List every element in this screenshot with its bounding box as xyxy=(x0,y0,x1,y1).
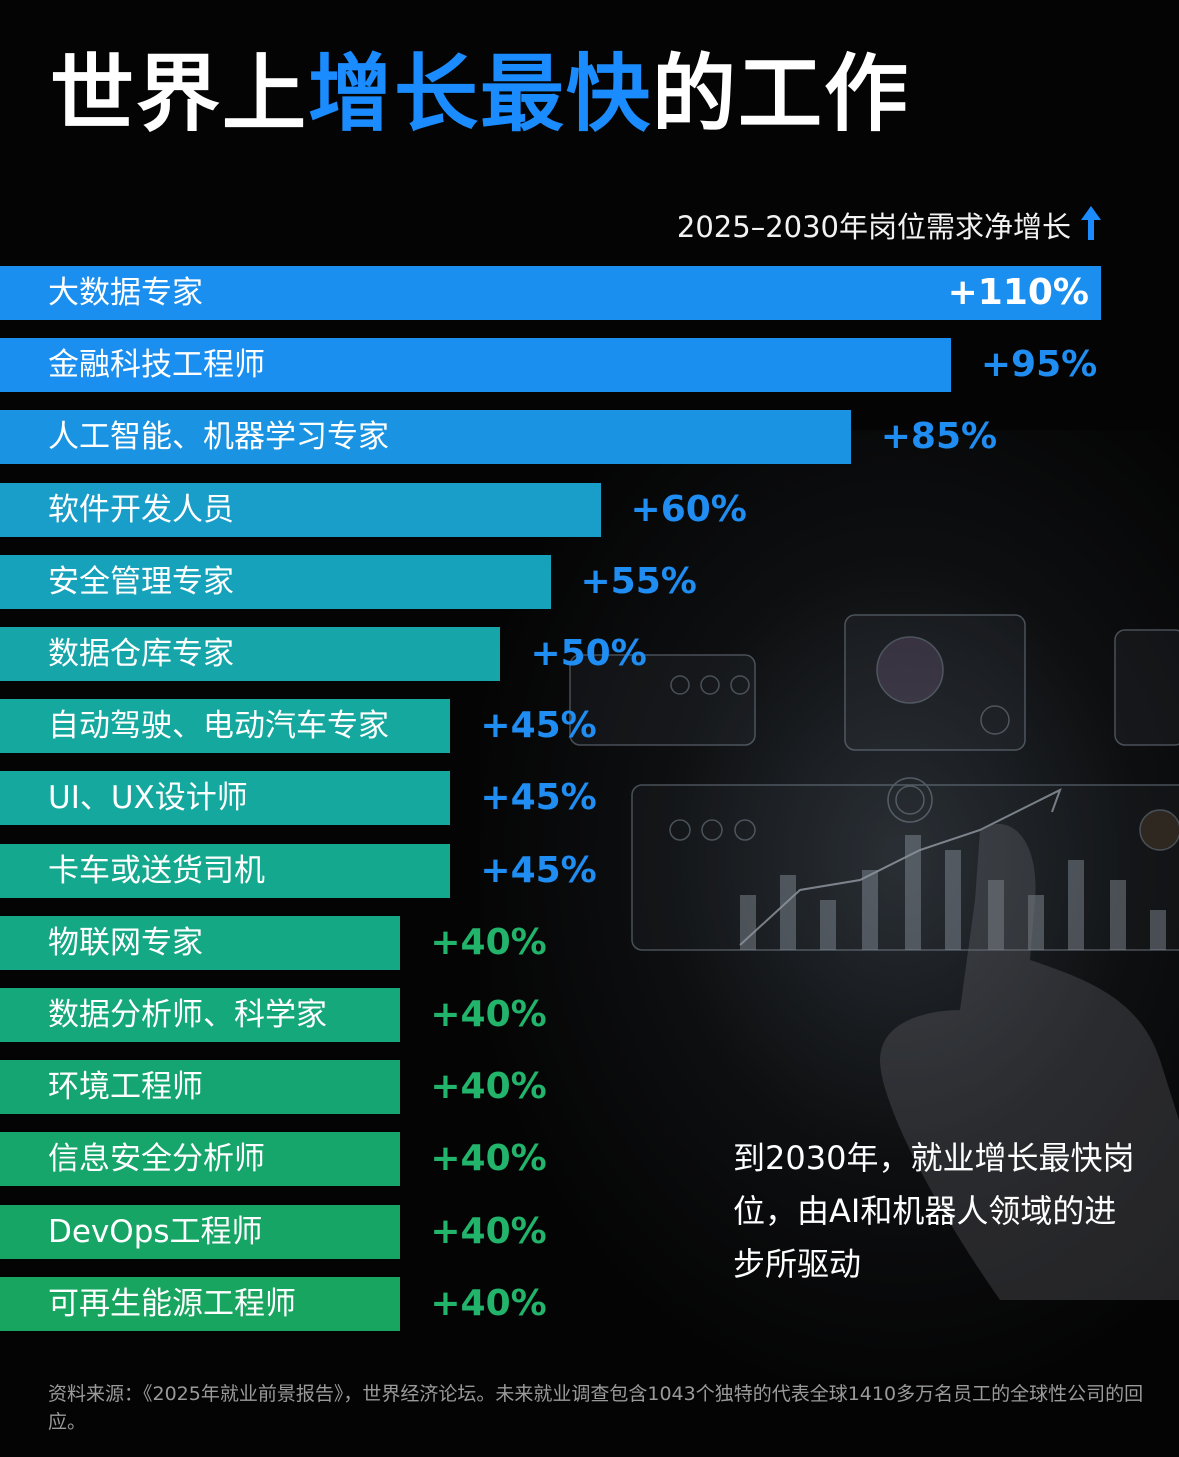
bar-5 xyxy=(0,554,551,609)
bar-12 xyxy=(0,1060,401,1115)
bar-label-10: 物联网专家 xyxy=(48,924,203,961)
bar-10 xyxy=(0,915,401,970)
bar-value-6: +50% xyxy=(530,633,647,674)
source-note: 资料来源：《2025年就业前景报告》，世界经济论坛。未来就业调查包含1043个独… xyxy=(48,1383,1144,1433)
bar-7 xyxy=(0,699,451,754)
chart-subtitle: 2025–2030年岗位需求净增长 xyxy=(676,210,1071,244)
chart-note: 到2030年，就业增长最快岗位，由AI和机器人领域的进步所驱动 xyxy=(733,1139,1135,1283)
title-highlight: 增长最快 xyxy=(308,45,653,143)
bar-label-7: 自动驾驶、电动汽车专家 xyxy=(48,708,389,745)
bar-value-13: +40% xyxy=(430,1138,547,1180)
bar-value-3: +85% xyxy=(880,416,998,458)
bar-value-14: +40% xyxy=(430,1210,547,1252)
bar-1 xyxy=(0,266,1101,320)
bar-label-15: 可再生能源工程师 xyxy=(48,1285,296,1322)
bar-label-13: 信息安全分析师 xyxy=(48,1141,265,1178)
bar-6 xyxy=(0,627,501,681)
bar-value-15: +40% xyxy=(430,1282,547,1324)
page-title: 世界上增长最快的工作 xyxy=(50,48,910,140)
bar-15 xyxy=(0,1276,401,1331)
bar-label-5: 安全管理专家 xyxy=(48,563,234,600)
hand-silhouette xyxy=(880,823,1179,1300)
bar-label-8: UI、UX设计师 xyxy=(48,780,248,817)
bar-13 xyxy=(0,1132,401,1187)
bar-value-4: +60% xyxy=(630,488,747,530)
arrow-up-icon xyxy=(1081,206,1101,240)
bar-label-2: 金融科技工程师 xyxy=(48,347,265,384)
bar-value-9: +45% xyxy=(480,849,597,891)
bar-value-7: +45% xyxy=(480,705,597,747)
bar-label-4: 软件开发人员 xyxy=(48,491,234,528)
bar-14 xyxy=(0,1204,401,1259)
bar-label-6: 数据仓库专家 xyxy=(48,636,234,672)
bar-label-3: 人工智能、机器学习专家 xyxy=(48,419,389,456)
bar-value-10: +40% xyxy=(430,921,547,963)
bar-label-9: 卡车或送货司机 xyxy=(48,852,265,889)
bar-value-8: +45% xyxy=(480,777,597,819)
bar-2 xyxy=(0,338,951,393)
bar-value-5: +55% xyxy=(580,560,697,602)
bar-label-14: DevOps工程师 xyxy=(48,1213,263,1250)
bar-9 xyxy=(0,843,451,898)
bar-value-1: +110% xyxy=(947,272,1089,313)
bar-value-11: +40% xyxy=(430,994,547,1035)
bar-value-2: +95% xyxy=(980,344,1098,386)
background-glow xyxy=(480,430,1179,1380)
bar-8 xyxy=(0,771,451,826)
bar-value-12: +40% xyxy=(430,1066,547,1108)
bar-4 xyxy=(0,482,601,537)
bar-3 xyxy=(0,410,851,465)
bar-11 xyxy=(0,988,401,1042)
bar-label-12: 环境工程师 xyxy=(48,1069,203,1106)
bar-label-1: 大数据专家 xyxy=(48,275,203,311)
title-part-1: 世界上 xyxy=(50,45,309,143)
title-part-2: 的工作 xyxy=(652,45,911,143)
bar-label-11: 数据分析师、科学家 xyxy=(48,997,327,1033)
